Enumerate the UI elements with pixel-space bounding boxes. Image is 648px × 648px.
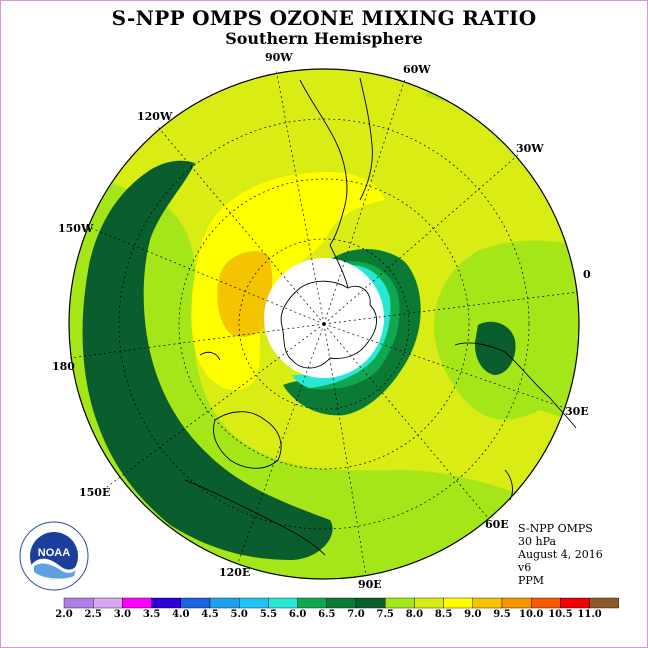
- colorbar-label-2: 3.0: [114, 609, 131, 620]
- noaa-logo: NOAA: [19, 521, 89, 591]
- coast-south-america: [299, 77, 373, 246]
- colorbar-labels: 2.0 2.5 3.0 3.5 4.0 4.5 5.0 5.5 6.0 6.5 7.0 7.5 8.0 8…: [55, 609, 602, 620]
- colorbar-box-17: [560, 597, 590, 609]
- colorbar-box-9: [326, 597, 357, 609]
- map-border: [68, 68, 580, 580]
- colorbar-box-13: [443, 597, 474, 609]
- south-pole-marker: [322, 322, 326, 326]
- lon-label-180: 180: [52, 360, 75, 373]
- logo-text: NOAA: [38, 547, 70, 559]
- lon-label-150e: 150E: [79, 486, 110, 499]
- lon-label-30e: 30E: [565, 405, 589, 418]
- info-date: August 4, 2016: [518, 548, 603, 561]
- colorbar-box-6: [238, 597, 269, 609]
- colorbar-box-18: [589, 597, 619, 609]
- lon-label-120w: 120W: [137, 110, 173, 123]
- coast-africa: [454, 342, 577, 429]
- longitude-labels: 90W 60W 30W 0 30E 60E 90E 120E 150E 180 …: [52, 51, 591, 591]
- coast-australia: [213, 411, 282, 469]
- colorbar-box-4: [180, 597, 211, 609]
- field-7-0-west: [82, 160, 333, 560]
- colorbar-box-3: [151, 597, 182, 609]
- lon-label-90w: 90W: [265, 51, 293, 64]
- info-level: 30 hPa: [518, 535, 557, 548]
- colorbar-box-11: [385, 597, 415, 609]
- colorbar-boxes: [63, 597, 619, 609]
- colorbar-label-15: 9.5: [493, 609, 510, 620]
- no-data-polar-cap: [264, 258, 384, 378]
- field-9-0: [217, 251, 273, 337]
- colorbar-box-7: [268, 597, 298, 609]
- colorbar-label-5: 4.5: [201, 609, 218, 620]
- colorbar-label-10: 7.0: [347, 609, 364, 620]
- lon-label-0: 0: [583, 268, 591, 281]
- ozone-field: [69, 69, 579, 579]
- colorbar-label-11: 7.5: [376, 609, 393, 620]
- colorbar-label-16: 10.0: [519, 609, 543, 620]
- coast-new-zealand: [199, 351, 221, 361]
- lon-label-90e: 90E: [358, 578, 382, 591]
- colorbar-box-1: [92, 597, 123, 609]
- lon-label-60w: 60W: [403, 63, 431, 76]
- info-block: S-NPP OMPS 30 hPa August 4, 2016 v6 PPM: [518, 522, 603, 587]
- colorbar-box-12: [414, 597, 444, 609]
- map-subtitle: Southern Hemisphere: [225, 29, 423, 48]
- coast-antarctica: [280, 280, 377, 369]
- colorbar-label-7: 5.5: [260, 609, 277, 620]
- lon-label-120e: 120E: [219, 566, 250, 579]
- lon-label-60e: 60E: [485, 518, 509, 531]
- coast-antarctic-peninsula: [329, 244, 349, 289]
- colorbar-label-14: 9.0: [464, 609, 481, 620]
- colorbar-box-10: [355, 597, 386, 609]
- colorbar-box-14: [472, 597, 503, 609]
- colorbar-label-17: 10.5: [548, 609, 572, 620]
- lon-label-30w: 30W: [516, 142, 544, 155]
- lon-label-150w: 150W: [58, 222, 94, 235]
- colorbar-label-6: 5.0: [230, 609, 247, 620]
- colorbar-box-2: [122, 597, 152, 609]
- info-version: v6: [518, 561, 532, 574]
- colorbar-label-1: 2.5: [84, 609, 101, 620]
- colorbar-box-8: [297, 597, 328, 609]
- colorbar-label-18: 11.0: [577, 609, 601, 620]
- colorbar: 2.0 2.5 3.0 3.5 4.0 4.5 5.0 5.5 6.0 6.5 7.0 7.5 8.0 8…: [55, 597, 619, 620]
- coast-indonesia: [184, 479, 326, 556]
- colorbar-box-5: [209, 597, 240, 609]
- graticule: [69, 68, 579, 577]
- colorbar-label-12: 8.0: [406, 609, 423, 620]
- colorbar-box-0: [63, 597, 94, 609]
- colorbar-box-15: [501, 597, 532, 609]
- field-7-0-inner: [305, 261, 400, 390]
- colorbar-label-13: 8.5: [435, 609, 452, 620]
- info-unit: PPM: [518, 574, 545, 587]
- info-instrument: S-NPP OMPS: [518, 522, 593, 535]
- coastlines: [184, 77, 577, 556]
- colorbar-label-4: 4.0: [172, 609, 189, 620]
- colorbar-label-0: 2.0: [55, 609, 72, 620]
- colorbar-label-9: 6.5: [318, 609, 335, 620]
- map-title: S-NPP OMPS OZONE MIXING RATIO: [111, 6, 537, 30]
- colorbar-label-3: 3.5: [143, 609, 160, 620]
- colorbar-box-16: [531, 597, 561, 609]
- colorbar-label-8: 6.0: [289, 609, 306, 620]
